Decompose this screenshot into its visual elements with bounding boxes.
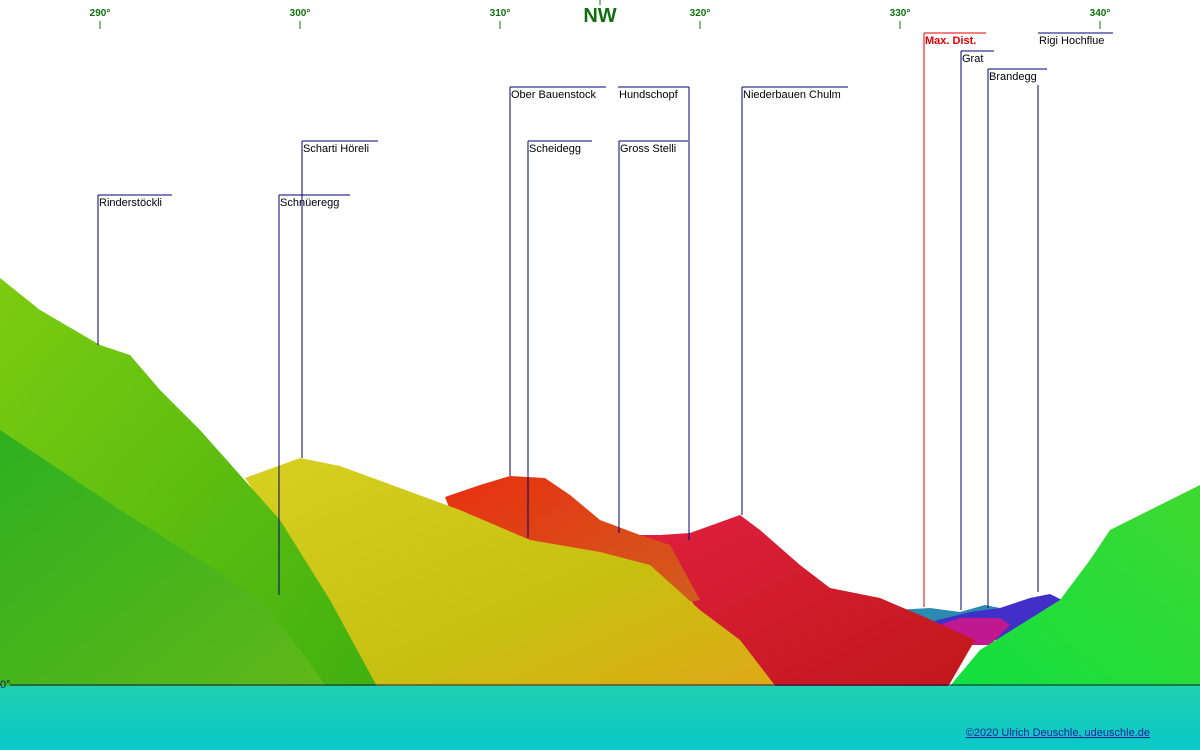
degree-label: 340°: [1090, 8, 1111, 19]
compass-direction: NW: [583, 5, 616, 27]
lake: [0, 686, 1200, 750]
peak-label: Rinderstöckli: [99, 197, 162, 209]
peak-label: Ober Bauenstock: [511, 89, 596, 101]
terrain: 0°: [0, 278, 1200, 750]
mountain-green-front: [0, 430, 330, 692]
peak-label: Rigi Hochflue: [1039, 35, 1104, 47]
degree-label: 310°: [490, 8, 511, 19]
peak-label: Schnüeregg: [280, 197, 339, 209]
degree-label: 330°: [890, 8, 911, 19]
mountain-red: [620, 515, 975, 692]
copyright-link[interactable]: ©2020 Ulrich Deuschle, udeuschle.de: [966, 727, 1150, 739]
degree-label: 320°: [690, 8, 711, 19]
peak-label: Niederbauen Chulm: [743, 89, 841, 101]
peak-label: Gross Stelli: [620, 143, 676, 155]
peak-label: Max. Dist.: [925, 35, 976, 47]
peak-label: Brandegg: [989, 71, 1037, 83]
horizon-label: 0°: [0, 679, 11, 691]
copyright[interactable]: ©2020 Ulrich Deuschle, udeuschle.de: [966, 727, 1150, 739]
degree-label: 290°: [90, 8, 111, 19]
peak-label: Scheidegg: [529, 143, 581, 155]
peak-label: Hundschopf: [619, 89, 679, 101]
mountain-yellow: [245, 458, 780, 692]
peak-label: Grat: [962, 53, 983, 65]
mountain-right: [945, 485, 1200, 692]
peak-label: Scharti Höreli: [303, 143, 369, 155]
degree-label: 300°: [290, 8, 311, 19]
